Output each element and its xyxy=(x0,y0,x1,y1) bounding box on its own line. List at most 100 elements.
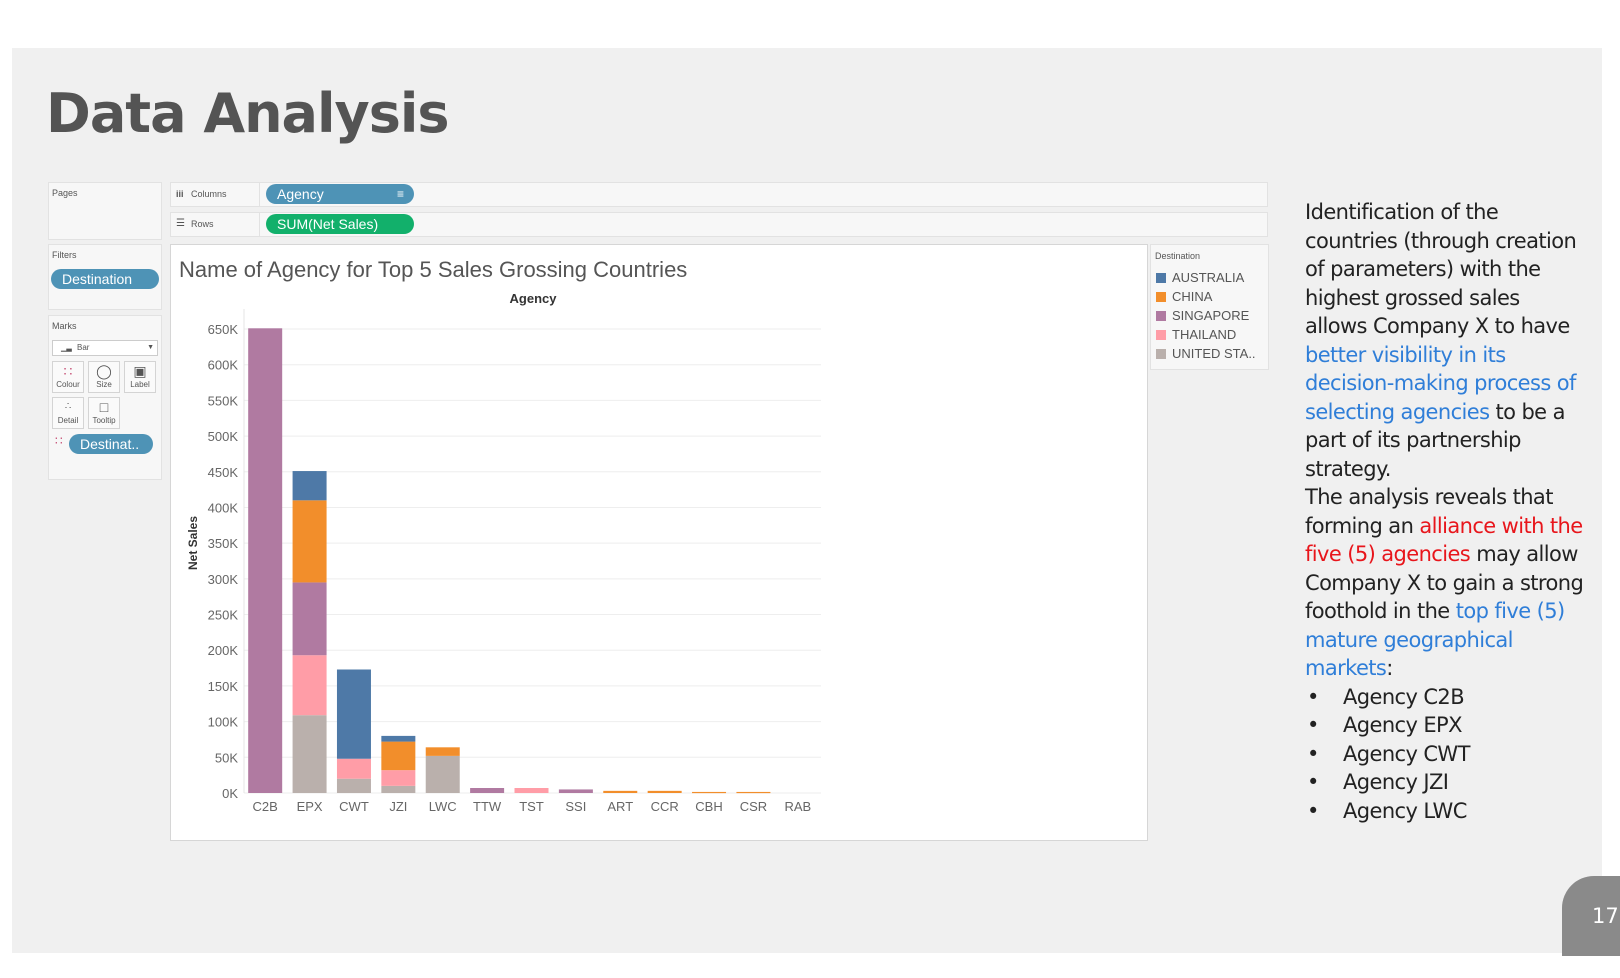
y-tick-label: 100K xyxy=(208,715,239,730)
bar-segment xyxy=(514,788,549,793)
destination-filter-label: Destination xyxy=(62,271,133,287)
y-tick-label: 250K xyxy=(208,608,239,623)
legend-label: UNITED STA.. xyxy=(1172,346,1256,361)
net-sales-pill-label: SUM(Net Sales) xyxy=(277,216,379,232)
colour-button[interactable]: ∷ Colour xyxy=(52,361,84,393)
tooltip-button[interactable]: □ Tooltip xyxy=(88,397,120,429)
legend-swatch xyxy=(1156,330,1166,340)
x-tick-label: C2B xyxy=(253,799,278,814)
x-tick-label: CWT xyxy=(339,799,369,814)
list-item: Agency EPX xyxy=(1305,711,1585,740)
legend-swatch xyxy=(1156,273,1166,283)
bar-segment xyxy=(692,791,727,794)
size-icon: ◯ xyxy=(96,363,112,379)
rows-label: Rows xyxy=(191,219,214,229)
net-sales-pill[interactable]: SUM(Net Sales) xyxy=(266,214,414,234)
size-button[interactable]: ◯ Size xyxy=(88,361,120,393)
legend-swatch xyxy=(1156,349,1166,359)
list-item: Agency CWT xyxy=(1305,740,1585,769)
net-sales-bar-chart: Name of Agency for Top 5 Sales Grossing … xyxy=(179,257,821,814)
agency-pill[interactable]: Agency ≡ xyxy=(266,184,414,204)
marks-label: Marks xyxy=(52,321,77,331)
y-tick-label: 500K xyxy=(208,429,239,444)
y-axis-label: Net Sales xyxy=(186,516,200,570)
legend-item[interactable]: AUSTRALIA xyxy=(1156,270,1244,285)
x-tick-label: SSI xyxy=(565,799,586,814)
y-tick-label: 300K xyxy=(208,572,239,587)
tooltip-icon: □ xyxy=(99,399,109,415)
y-tick-label: 550K xyxy=(208,393,239,408)
label-button[interactable]: ▣ Label xyxy=(124,361,156,393)
y-tick-label: 150K xyxy=(208,679,239,694)
filters-shelf[interactable]: Filters Destination xyxy=(48,244,162,310)
x-tick-label: RAB xyxy=(784,799,811,814)
mark-type-select[interactable]: ▁▃ Bar ▼ xyxy=(52,340,158,356)
bar-segment xyxy=(248,328,283,793)
columns-label: Columns xyxy=(191,189,227,199)
x-axis-header: Agency xyxy=(510,291,558,306)
x-tick-label: CCR xyxy=(651,799,679,814)
text-label-icon: ▣ xyxy=(133,363,147,379)
chart-panel: Name of Agency for Top 5 Sales Grossing … xyxy=(170,244,1148,841)
highlight-alliance: alliance with the five (5) agencies xyxy=(1305,513,1583,567)
x-tick-label: TTW xyxy=(473,799,502,814)
bar-segment xyxy=(470,788,505,793)
agency-list: Agency C2B Agency EPX Agency CWT Agency … xyxy=(1305,683,1585,826)
y-tick-label: 200K xyxy=(208,643,239,658)
pages-label: Pages xyxy=(52,188,78,198)
bar-segment xyxy=(381,785,416,793)
legend-swatch xyxy=(1156,311,1166,321)
legend-label: CHINA xyxy=(1172,289,1213,304)
legend-item[interactable]: UNITED STA.. xyxy=(1156,346,1256,361)
columns-icon: iii xyxy=(176,189,184,199)
page-number: 17 xyxy=(1592,904,1619,928)
detail-button[interactable]: ∴ Detail xyxy=(52,397,84,429)
legend-swatch xyxy=(1156,292,1166,302)
bar-segment xyxy=(381,770,416,786)
colour-dots-icon: ∷ xyxy=(55,434,63,448)
bar-segment xyxy=(292,500,327,583)
legend-item[interactable]: THAILAND xyxy=(1156,327,1236,342)
destination-marks-pill[interactable]: Destinat.. xyxy=(69,434,153,454)
rows-shelf[interactable]: ☰ Rows SUM(Net Sales) xyxy=(170,212,1268,237)
detail-label: Detail xyxy=(57,416,79,425)
size-label: Size xyxy=(96,380,112,389)
destination-marks-label: Destinat.. xyxy=(80,436,140,452)
mark-type-value: Bar xyxy=(77,343,90,352)
bar-segment xyxy=(647,790,682,793)
bar-segment xyxy=(336,778,371,793)
list-item: Agency JZI xyxy=(1305,768,1585,797)
bar-segment xyxy=(292,471,327,501)
legend-label: THAILAND xyxy=(1172,327,1237,342)
legend-title: Destination xyxy=(1155,251,1201,261)
bar-segment xyxy=(336,758,371,779)
destination-filter-pill[interactable]: Destination xyxy=(51,269,159,289)
bar-segment xyxy=(336,669,371,759)
bar-segment xyxy=(292,582,327,656)
paragraph-identification: Identification of the countries (through… xyxy=(1305,200,1577,481)
chart-title: Name of Agency for Top 5 Sales Grossing … xyxy=(179,257,687,282)
bar-segment xyxy=(425,755,460,793)
x-tick-label: JZI xyxy=(389,799,407,814)
bar-icon: ▁▃ xyxy=(61,345,72,352)
legend-item[interactable]: CHINA xyxy=(1156,289,1212,304)
y-tick-label: 350K xyxy=(208,536,239,551)
x-tick-label: EPX xyxy=(297,799,323,814)
analysis-text: Identification of the countries (through… xyxy=(1305,198,1585,825)
slide-title: Data Analysis xyxy=(46,82,449,145)
chevron-down-icon: ▼ xyxy=(147,344,154,351)
y-tick-label: 0K xyxy=(222,786,238,801)
filters-label: Filters xyxy=(52,250,77,260)
x-tick-label: LWC xyxy=(429,799,457,814)
legend-item[interactable]: SINGAPORE xyxy=(1156,308,1249,323)
highlight-visibility: better visibility in its decision-making… xyxy=(1305,342,1576,424)
bar-segment xyxy=(292,655,327,716)
paragraph-analysis: The analysis reveals that forming an all… xyxy=(1305,485,1584,680)
colour-icon: ∷ xyxy=(63,363,73,379)
bar-segment xyxy=(558,789,593,793)
list-item: Agency C2B xyxy=(1305,683,1585,712)
pages-shelf[interactable]: Pages xyxy=(48,182,162,240)
x-tick-label: TST xyxy=(519,799,544,814)
columns-shelf[interactable]: iii Columns Agency ≡ xyxy=(170,182,1268,207)
colour-label: Colour xyxy=(56,380,80,389)
